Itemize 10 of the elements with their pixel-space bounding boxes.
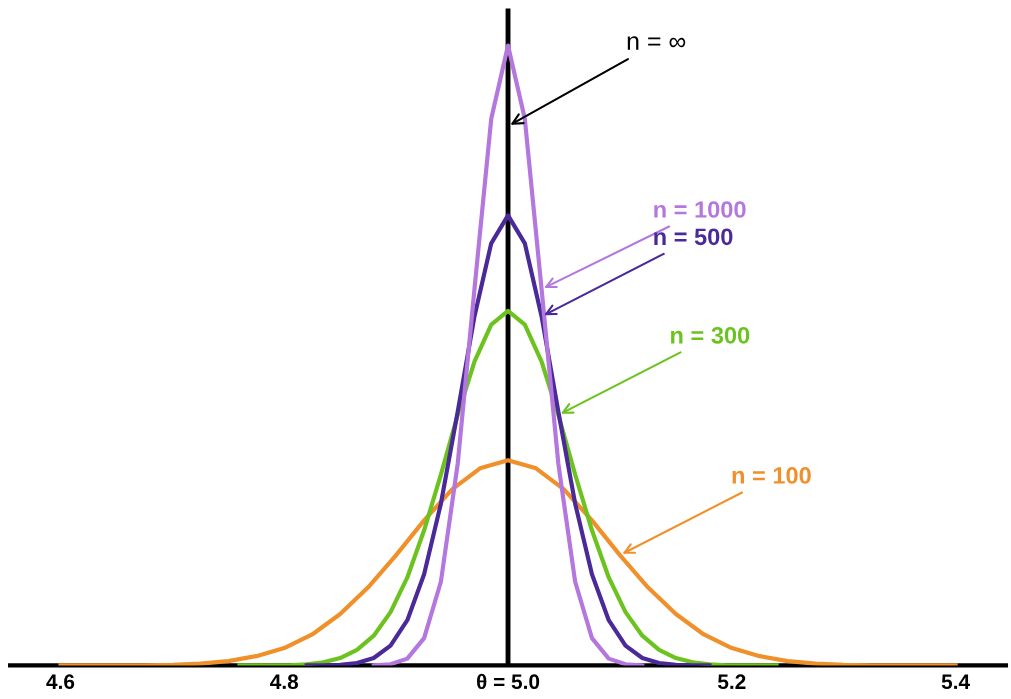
annotation: n = 1000 bbox=[654, 201, 746, 218]
ref-line-label: n = ∞ bbox=[627, 36, 686, 50]
x-tick-label: θ = 5.0 bbox=[476, 673, 540, 690]
x-tick-label: 4.6 bbox=[46, 674, 75, 690]
annotation: n = 300 bbox=[671, 326, 750, 344]
annotation: n = 500 bbox=[654, 228, 733, 246]
x-tick-label: 5.4 bbox=[941, 674, 970, 690]
annotation: n = 100 bbox=[732, 467, 811, 484]
x-tick-label: 4.8 bbox=[270, 674, 299, 690]
x-tick-label: 5.2 bbox=[717, 674, 746, 690]
